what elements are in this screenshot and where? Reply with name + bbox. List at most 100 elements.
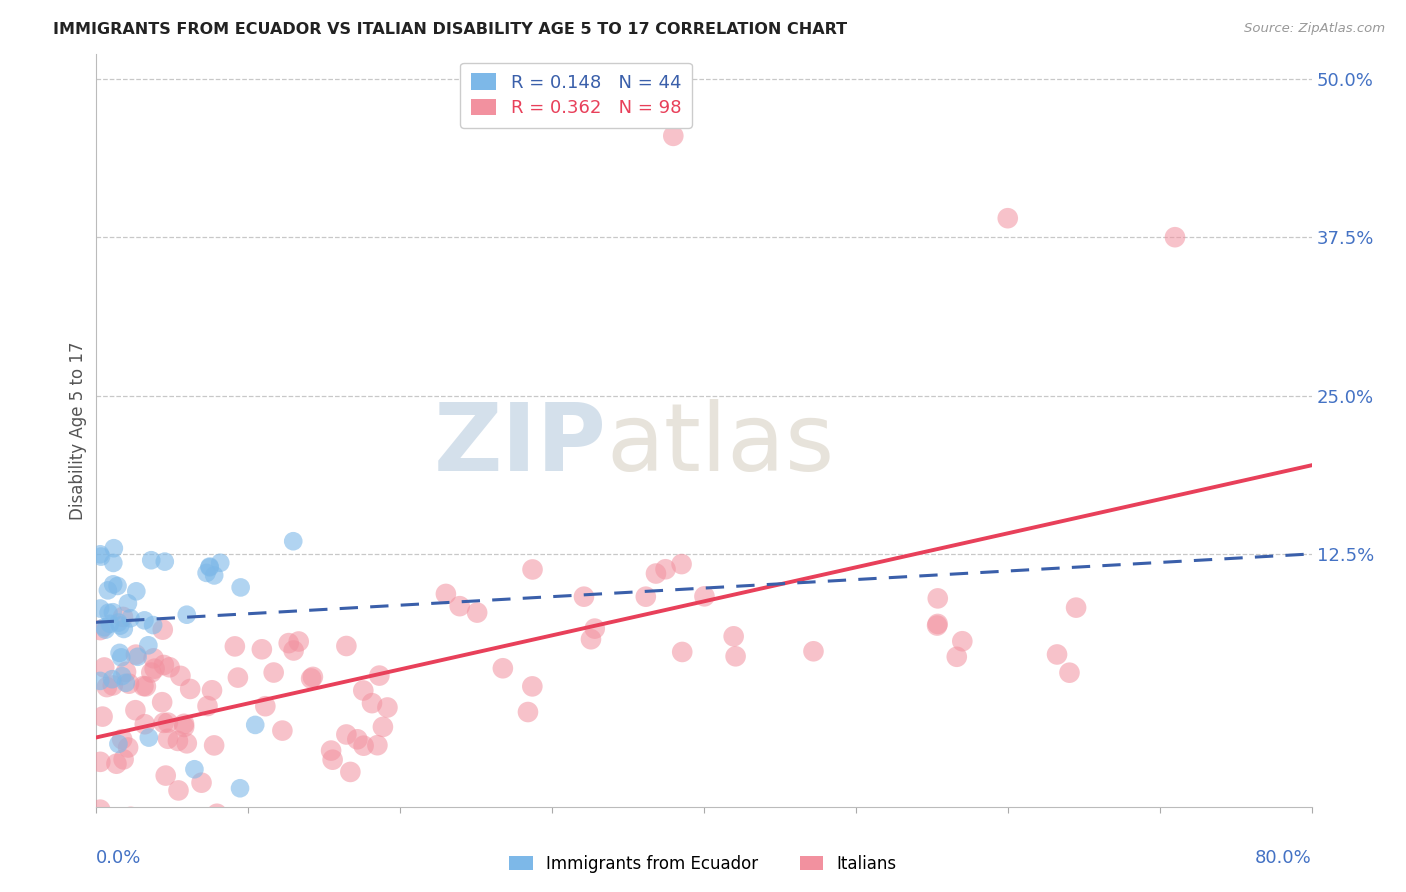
Point — [319, 743, 342, 757]
Point — [110, 650, 132, 665]
Point — [138, 638, 160, 652]
Point — [89, 623, 111, 637]
Point — [583, 622, 606, 636]
Point — [169, 669, 191, 683]
Point — [283, 534, 305, 549]
Point — [152, 715, 174, 730]
Point — [671, 557, 693, 571]
Point — [97, 606, 120, 620]
Legend: R = 0.148   N = 44, R = 0.362   N = 98: R = 0.148 N = 44, R = 0.362 N = 98 — [460, 62, 692, 128]
Point — [110, 618, 132, 632]
Point — [124, 703, 146, 717]
Point — [195, 566, 218, 580]
Point — [202, 568, 225, 582]
Point — [97, 583, 120, 598]
Point — [662, 128, 685, 143]
Point — [201, 683, 224, 698]
Point — [465, 606, 488, 620]
Point — [91, 709, 114, 723]
Point — [229, 581, 252, 595]
Point — [132, 679, 155, 693]
Point — [118, 676, 141, 690]
Point — [277, 636, 299, 650]
Point — [134, 717, 156, 731]
Text: 0.0%: 0.0% — [96, 848, 141, 867]
Point — [209, 556, 232, 570]
Point — [101, 605, 124, 619]
Point — [224, 640, 246, 654]
Point — [179, 681, 201, 696]
Point — [138, 731, 160, 745]
Point — [250, 642, 273, 657]
Point — [89, 673, 111, 688]
Point — [96, 680, 118, 694]
Y-axis label: Disability Age 5 to 17: Disability Age 5 to 17 — [69, 341, 87, 520]
Point — [335, 727, 357, 741]
Point — [927, 616, 949, 631]
Point — [115, 665, 138, 679]
Point — [302, 670, 325, 684]
Point — [202, 739, 225, 753]
Point — [150, 695, 173, 709]
Point — [1064, 600, 1087, 615]
Point — [492, 661, 515, 675]
Point — [654, 562, 676, 576]
Point — [572, 590, 595, 604]
Point — [89, 601, 111, 615]
Point — [634, 590, 657, 604]
Text: IMMIGRANTS FROM ECUADOR VS ITALIAN DISABILITY AGE 5 TO 17 CORRELATION CHART: IMMIGRANTS FROM ECUADOR VS ITALIAN DISAB… — [53, 22, 848, 37]
Point — [263, 665, 285, 680]
Point — [93, 660, 115, 674]
Point — [111, 669, 134, 683]
Point — [190, 775, 212, 789]
Point — [156, 715, 179, 730]
Point — [153, 555, 176, 569]
Point — [125, 648, 148, 662]
Point — [112, 622, 135, 636]
Point — [1046, 648, 1069, 662]
Point — [142, 651, 165, 665]
Point — [927, 618, 949, 632]
Point — [98, 616, 121, 631]
Point — [108, 646, 131, 660]
Point — [335, 639, 357, 653]
Point — [107, 615, 129, 630]
Point — [945, 649, 967, 664]
Point — [117, 740, 139, 755]
Point — [322, 753, 344, 767]
Point — [103, 577, 125, 591]
Point — [950, 634, 973, 648]
Point — [517, 705, 540, 719]
Point — [724, 649, 747, 664]
Point — [107, 579, 129, 593]
Point — [671, 645, 693, 659]
Point — [645, 566, 668, 581]
Point — [153, 657, 176, 672]
Point — [368, 668, 391, 682]
Legend: Immigrants from Ecuador, Italians: Immigrants from Ecuador, Italians — [503, 848, 903, 880]
Point — [101, 678, 124, 692]
Point — [339, 764, 361, 779]
Point — [287, 634, 309, 648]
Point — [198, 559, 221, 574]
Point — [117, 596, 139, 610]
Point — [205, 806, 228, 821]
Point — [229, 781, 252, 796]
Point — [143, 662, 166, 676]
Point — [120, 611, 142, 625]
Point — [152, 623, 174, 637]
Point — [101, 672, 124, 686]
Point — [111, 732, 134, 747]
Point — [167, 783, 190, 797]
Point — [89, 755, 111, 769]
Point — [927, 591, 949, 606]
Point — [89, 803, 111, 817]
Point — [352, 683, 374, 698]
Text: 80.0%: 80.0% — [1256, 848, 1312, 867]
Point — [135, 679, 157, 693]
Point — [142, 618, 165, 632]
Point — [198, 560, 221, 574]
Point — [107, 737, 129, 751]
Point — [90, 549, 112, 564]
Point — [283, 643, 305, 657]
